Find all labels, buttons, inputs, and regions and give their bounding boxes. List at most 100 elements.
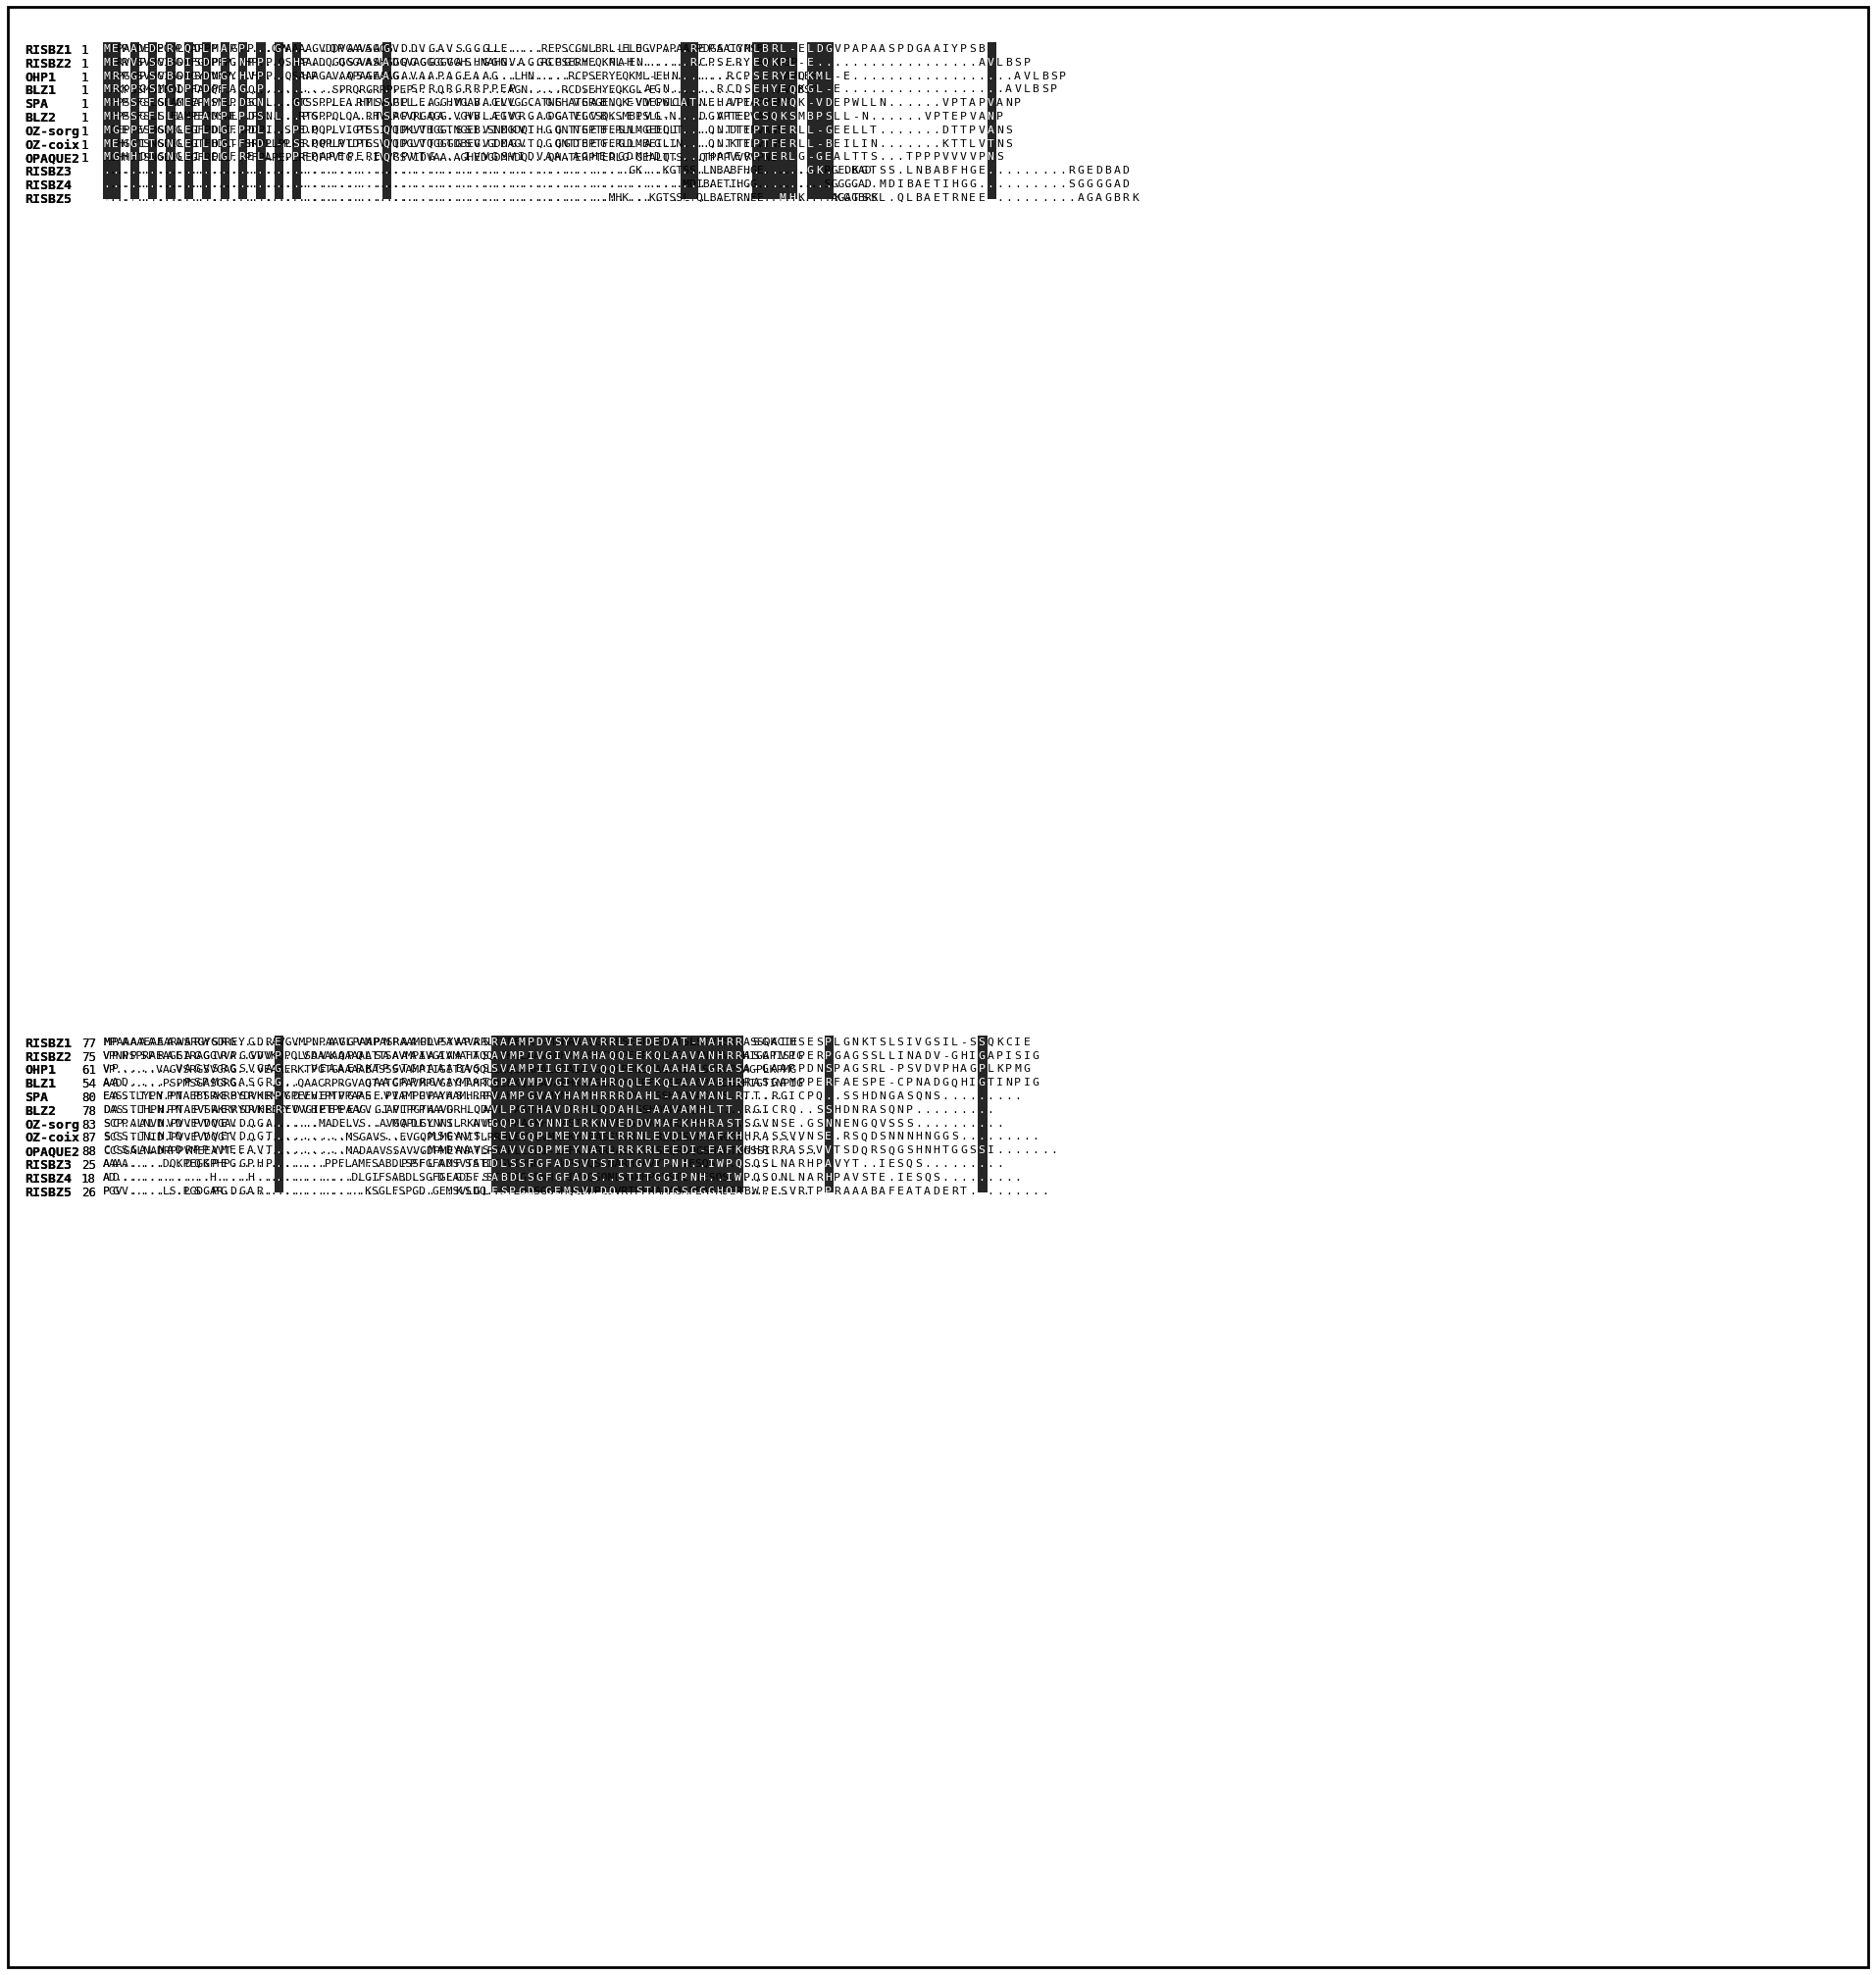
Text: A: A — [473, 71, 480, 81]
Text: D: D — [1122, 166, 1129, 176]
Text: .: . — [283, 71, 291, 81]
Text: D: D — [238, 1132, 246, 1142]
Text: .: . — [598, 1171, 606, 1181]
Text: W: W — [717, 1159, 724, 1169]
Text: .: . — [553, 166, 561, 176]
Text: .: . — [1032, 180, 1039, 190]
Text: .: . — [274, 85, 281, 95]
Text: .: . — [518, 71, 525, 81]
Bar — [293, 43, 302, 199]
Text: S: S — [193, 71, 201, 81]
Text: VPNPSPRAEAGGIRAGGVVP..VDVKQPQLSAAAAAAAAATTSAVMPIVGIVMAHAQQLEKQLAAVANHRRASGTVPPER: VPNPSPRAEAGGIRAGGVVP..VDVKQPQLSAAAAAAAAA… — [103, 1051, 805, 1061]
Text: L: L — [987, 1065, 994, 1074]
Text: L: L — [203, 138, 208, 148]
Text: G: G — [347, 1037, 353, 1047]
Text: .: . — [418, 1171, 426, 1181]
Text: V: V — [780, 1051, 786, 1061]
Text: A: A — [113, 1078, 118, 1088]
Text: P: P — [212, 57, 218, 67]
Text: G: G — [454, 1078, 461, 1088]
Bar — [508, 1037, 518, 1193]
Text: A: A — [788, 1146, 795, 1155]
Text: .: . — [283, 57, 291, 67]
Text: H: H — [158, 1104, 163, 1114]
Text: .: . — [771, 166, 777, 176]
Text: .: . — [887, 71, 895, 81]
Text: .: . — [347, 194, 353, 203]
Text: H: H — [688, 1118, 696, 1128]
Text: L: L — [833, 113, 840, 122]
Text: OZ-coix: OZ-coix — [24, 1132, 79, 1144]
Text: Q: Q — [328, 43, 336, 53]
Text: S: S — [553, 1037, 561, 1047]
Text: ................................................................................: ........................................… — [103, 180, 872, 190]
Text: .: . — [392, 194, 398, 203]
Text: P: P — [463, 1037, 471, 1047]
Text: S: S — [726, 1118, 732, 1128]
Text: .: . — [139, 1185, 146, 1195]
Text: .: . — [591, 85, 597, 95]
Text: L: L — [672, 1078, 677, 1088]
Text: .: . — [970, 1132, 976, 1142]
Text: P: P — [807, 1090, 814, 1100]
Text: P: P — [508, 1104, 516, 1114]
Text: P: P — [961, 113, 966, 122]
Text: .: . — [463, 1104, 471, 1114]
Text: P: P — [229, 43, 236, 53]
Text: L: L — [167, 113, 173, 122]
Text: R: R — [582, 1118, 587, 1128]
Text: 1: 1 — [81, 152, 88, 166]
Text: .: . — [608, 1171, 615, 1181]
Text: P: P — [1015, 1078, 1021, 1088]
Text: G: G — [546, 138, 552, 148]
Text: I: I — [463, 152, 471, 162]
Text: .: . — [1041, 1185, 1049, 1195]
Text: S: S — [158, 138, 163, 148]
Text: K: K — [508, 124, 516, 134]
Text: V: V — [499, 1065, 507, 1074]
Text: .: . — [319, 180, 326, 190]
Text: I: I — [184, 71, 191, 81]
Text: S: S — [932, 1090, 940, 1100]
Text: .: . — [906, 138, 914, 148]
Bar — [816, 43, 825, 199]
Text: S: S — [762, 1171, 769, 1181]
Text: G: G — [546, 113, 552, 122]
Text: .: . — [274, 1159, 281, 1169]
Text: L: L — [870, 99, 876, 109]
Text: .: . — [617, 99, 625, 109]
Text: P: P — [129, 85, 137, 95]
Text: .: . — [970, 1171, 976, 1181]
Text: P: P — [752, 138, 760, 148]
Text: B: B — [482, 1159, 488, 1169]
Text: I: I — [1015, 1037, 1021, 1047]
Text: P: P — [229, 99, 236, 109]
Bar — [662, 1037, 672, 1193]
Text: D: D — [662, 1037, 670, 1047]
Text: S: S — [238, 1065, 246, 1074]
Text: .: . — [598, 71, 606, 81]
Text: P: P — [184, 85, 191, 95]
Text: .: . — [563, 85, 570, 95]
Text: V: V — [383, 1090, 390, 1100]
Text: M: M — [698, 1037, 705, 1047]
Text: A: A — [437, 113, 443, 122]
Text: B: B — [870, 1185, 876, 1195]
Text: P: P — [257, 57, 263, 67]
Text: .: . — [1006, 1146, 1011, 1155]
Text: .: . — [897, 124, 904, 134]
Text: MRKPGSMGIPDDPFAGQP................SPRQRGRRPPEP..............AGN.....RCDSEHYEQKGL: MRKPGSMGIPDDPFAGQP................SPRQRG… — [103, 85, 818, 95]
Text: R: R — [356, 1065, 362, 1074]
Text: V: V — [915, 1065, 921, 1074]
Text: .: . — [356, 1185, 362, 1195]
Text: Q: Q — [788, 1104, 795, 1114]
Text: P: P — [842, 99, 850, 109]
Text: G: G — [492, 1078, 497, 1088]
Text: T: T — [906, 152, 914, 162]
Text: .: . — [932, 71, 940, 81]
Text: A: A — [383, 57, 390, 67]
Text: L: L — [861, 99, 867, 109]
Text: .: . — [473, 1090, 480, 1100]
Text: P: P — [816, 1159, 822, 1169]
Text: S: S — [193, 1078, 201, 1088]
